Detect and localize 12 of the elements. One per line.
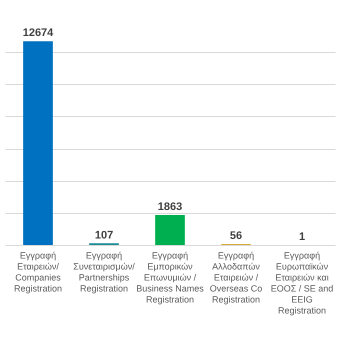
data-label: 56 (230, 230, 242, 242)
data-label: 1 (298, 230, 306, 243)
bar (23, 41, 53, 245)
x-tick-label: Εγγραφή Αλλοδαπών Εταιρειών / Overseas Co Registration (210, 250, 262, 304)
data-label: 107 (94, 229, 114, 242)
x-tick-label: Εγγραφή Εταιρειών/ Companies Registration (14, 250, 62, 294)
x-tick-label: Εγγραφή Συνεταιρισμών/ Partnerships Registration (73, 250, 136, 294)
bar (155, 215, 185, 245)
x-tick-label: Εγγραφή Εμπορικών Επωνυμιών / Business Names Registration (136, 250, 204, 304)
data-label: 12674 (22, 27, 54, 40)
x-tick-label: Εγγραφή Ευρωπαϊκών Εταιρειών και ΕΟΟΣ / SE and EEIG Registration (270, 250, 334, 316)
data-label: 1863 (158, 201, 182, 214)
